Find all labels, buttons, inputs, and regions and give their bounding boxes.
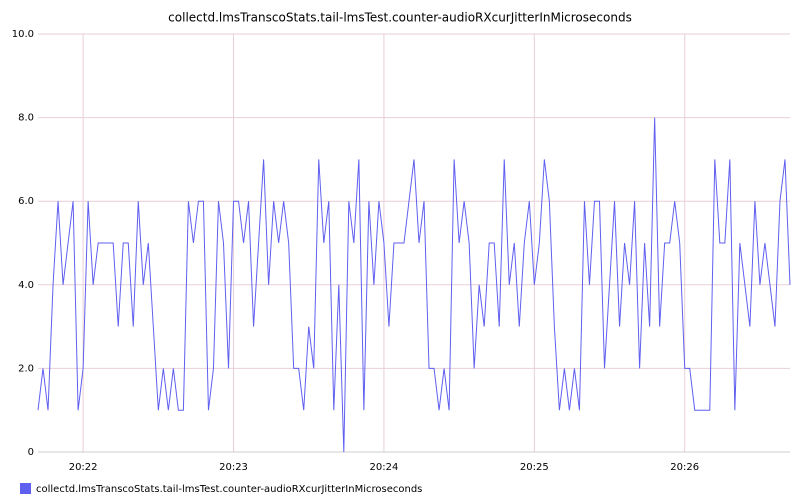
x-tick-label: 20:22 <box>69 462 98 473</box>
y-tick-label: 8.0 <box>18 113 34 124</box>
grid: 0 2.0 4.0 6.0 8.0 10.0 20:22 20:23 20:24 20:25 20:… <box>12 29 790 473</box>
x-tick-label: 20:24 <box>370 462 399 473</box>
x-tick-label: 20:25 <box>520 462 549 473</box>
x-tick-label: 20:26 <box>670 462 699 473</box>
plot <box>37 117 791 453</box>
y-tick-label: 6.0 <box>18 196 34 207</box>
chart-title: collectd.lmsTranscoStats.tail-lmsTest.co… <box>168 11 632 25</box>
legend-swatch <box>20 483 31 494</box>
legend: collectd.lmsTranscoStats.tail-lmsTest.co… <box>20 483 422 495</box>
y-tick-label: 0 <box>28 447 34 458</box>
y-tick-label: 10.0 <box>12 29 34 40</box>
y-tick-label: 2.0 <box>18 363 34 374</box>
legend-label: collectd.lmsTranscoStats.tail-lmsTest.co… <box>36 484 422 495</box>
x-tick-label: 20:23 <box>219 462 248 473</box>
series-line <box>37 117 791 453</box>
y-tick-label: 4.0 <box>18 280 34 291</box>
